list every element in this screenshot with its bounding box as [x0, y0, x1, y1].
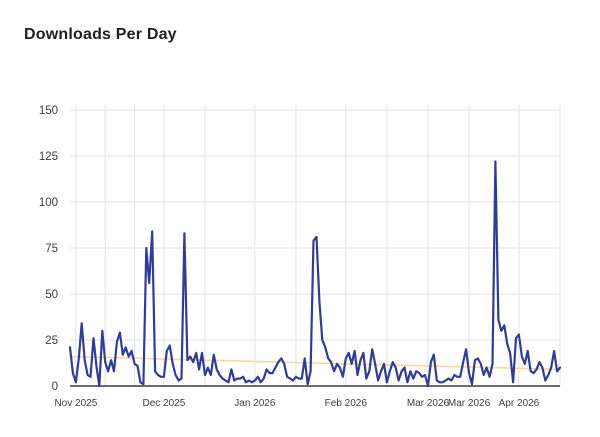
y-axis-tick-label: 150 [39, 105, 58, 117]
y-axis-tick-label: 100 [39, 197, 58, 209]
x-axis-tick-label: Feb 2026 [325, 398, 368, 409]
y-axis-tick-label: 25 [45, 335, 58, 347]
x-axis-tick-label: Jan 2026 [234, 398, 276, 409]
x-axis-tick-label: Dec 2025 [142, 398, 185, 409]
trend-line [69, 355, 561, 371]
y-axis-tick-label: 125 [39, 151, 58, 163]
y-axis-tick-label: 0 [52, 381, 58, 393]
axis-tick-labels: 0 25 50 75 100 125 150 Nov 2025 Dec 2025 Jan 2026… [39, 105, 540, 409]
y-axis-tick-label: 75 [45, 243, 58, 255]
x-axis-tick-label: Apr 2026 [499, 398, 540, 409]
downloads-series-line [68, 160, 562, 388]
x-axis-tick-label: Mar 2026 [407, 398, 450, 409]
x-axis-tick-label: Mar 2026 [448, 398, 491, 409]
chart-title: Downloads Per Day [24, 26, 177, 43]
y-axis-tick-label: 50 [45, 289, 58, 301]
x-axis-tick-label: Nov 2025 [54, 398, 97, 409]
